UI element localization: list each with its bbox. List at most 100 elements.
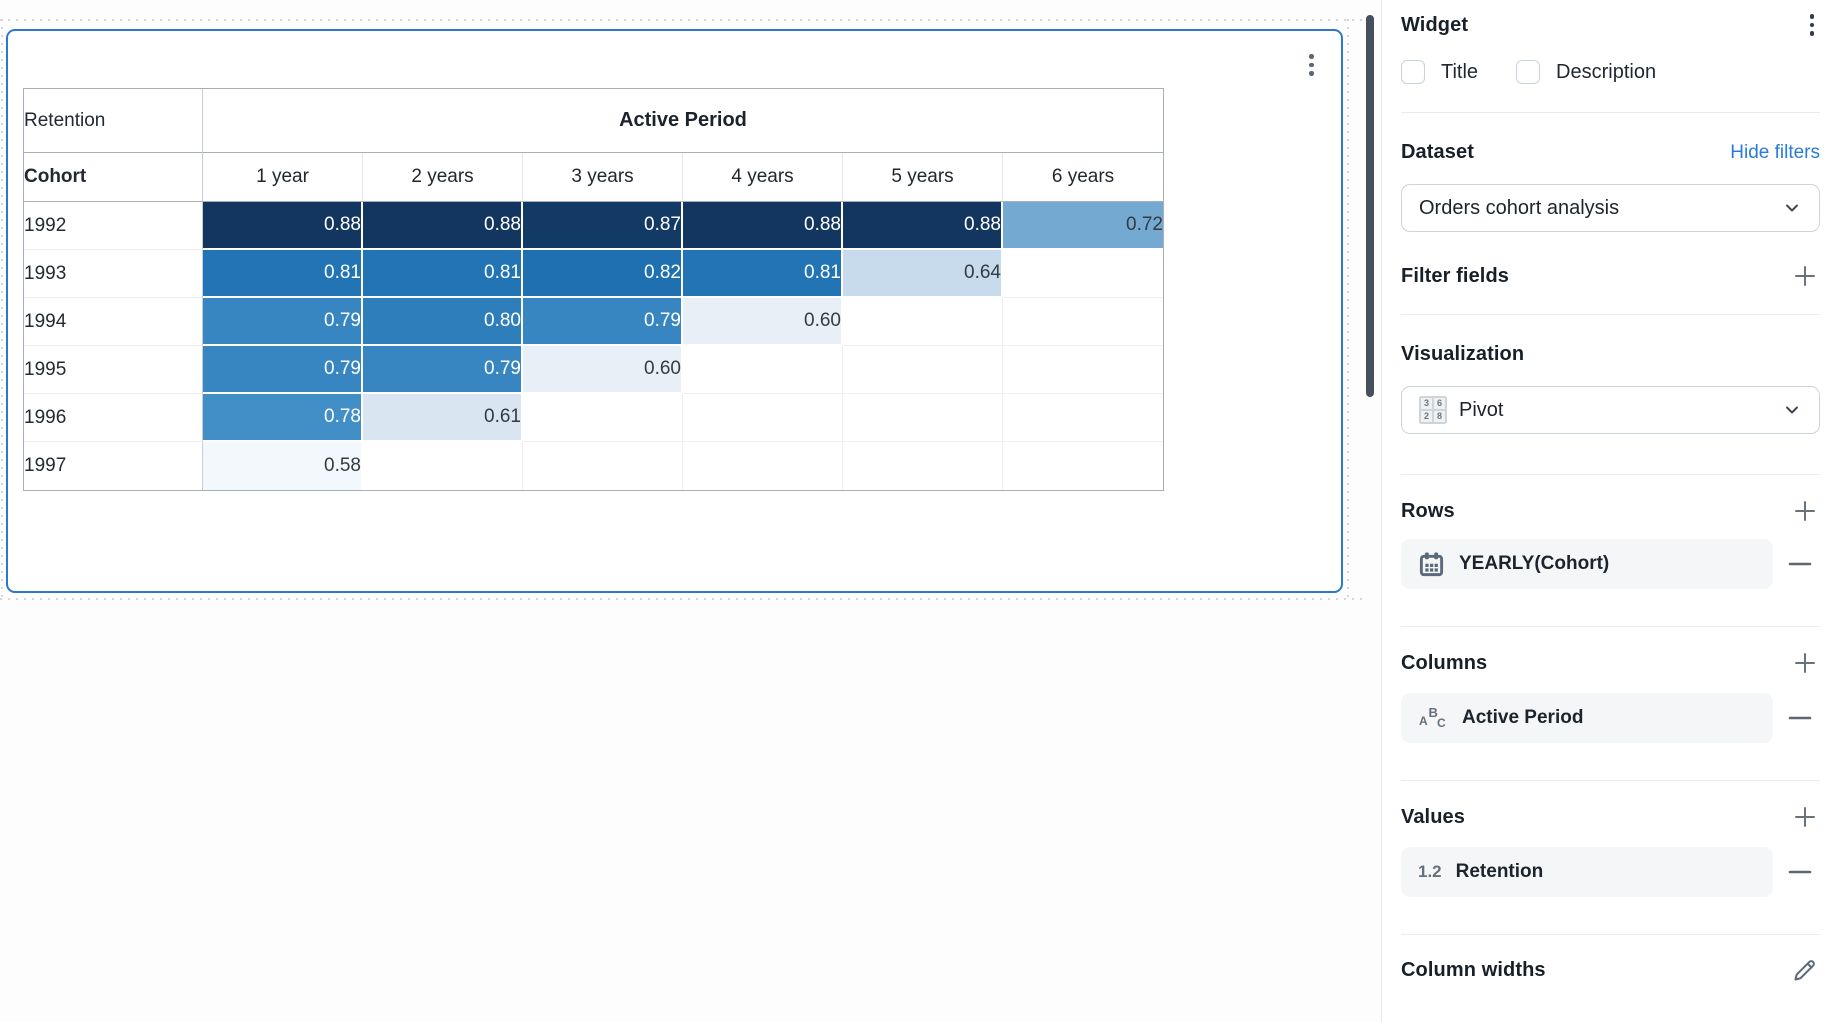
pivot-cell: 0.88	[203, 202, 363, 250]
divider	[1401, 934, 1820, 935]
add-filter-field-button[interactable]	[1792, 263, 1818, 289]
pivot-cell	[523, 394, 683, 442]
pivot-column-header: 2 years	[363, 153, 523, 202]
divider	[1401, 474, 1820, 475]
chevron-down-icon	[1783, 401, 1801, 419]
pivot-cell	[1003, 442, 1163, 490]
calendar-icon	[1419, 552, 1444, 576]
pivot-cell	[843, 346, 1003, 394]
pivot-cell: 0.80	[363, 298, 523, 346]
sidebar-title: Widget	[1401, 13, 1469, 36]
pencil-icon	[1794, 959, 1815, 981]
pivot-cell: 0.64	[843, 250, 1003, 298]
add-value-button[interactable]	[1792, 804, 1818, 830]
pivot-cell	[1003, 394, 1163, 442]
pivot-cell	[683, 442, 843, 490]
description-checkbox[interactable]	[1516, 60, 1541, 84]
minus-icon	[1788, 562, 1812, 566]
pivot-cell: 0.79	[203, 298, 363, 346]
pivot-row-label: 1992	[24, 202, 203, 250]
settings-sidebar: Widget Title Description Dataset Hide fi…	[1381, 0, 1836, 1022]
plus-icon	[1795, 807, 1815, 827]
filter-fields-heading: Filter fields	[1401, 264, 1509, 287]
pivot-cell: 0.61	[363, 394, 523, 442]
pivot-cell: 0.58	[203, 442, 363, 490]
add-column-button[interactable]	[1792, 650, 1818, 676]
pivot-row-label: 1997	[24, 442, 203, 490]
pivot-cell	[523, 442, 683, 490]
pivot-cell: 0.81	[363, 250, 523, 298]
pivot-column-header: 5 years	[843, 153, 1003, 202]
grid-dotted-line	[1, 19, 3, 600]
grid-dotted-line	[0, 19, 1364, 21]
values-field-retention[interactable]: 1.2 Retention	[1401, 847, 1773, 897]
widget-menu-button[interactable]	[1309, 54, 1314, 76]
svg-text:B: B	[1429, 705, 1438, 720]
pivot-cell: 0.82	[523, 250, 683, 298]
pivot-corner-label: Retention	[24, 89, 203, 153]
pivot-column-header: 3 years	[523, 153, 683, 202]
pivot-column-header: 4 years	[683, 153, 843, 202]
canvas-scrollbar[interactable]	[1366, 15, 1374, 397]
dataset-select-value: Orders cohort analysis	[1419, 196, 1620, 219]
number-field-icon: 1.2	[1418, 862, 1442, 881]
pivot-cell	[843, 442, 1003, 490]
pivot-cell: 0.60	[683, 298, 843, 346]
rows-heading: Rows	[1401, 499, 1455, 522]
dataset-select[interactable]: Orders cohort analysis	[1401, 184, 1820, 232]
remove-column-field-button[interactable]	[1788, 706, 1812, 730]
pivot-cell: 0.60	[523, 346, 683, 394]
pivot-row: 1995 0.79 0.79 0.60	[24, 346, 1163, 394]
pivot-cell	[363, 442, 523, 490]
pivot-row: 1996 0.78 0.61	[24, 394, 1163, 442]
plus-icon	[1795, 266, 1815, 286]
pivot-column-header: 6 years	[1003, 153, 1163, 202]
pivot-row-label: 1993	[24, 250, 203, 298]
pivot-row-label: 1995	[24, 346, 203, 394]
dataset-heading: Dataset	[1401, 141, 1474, 163]
svg-text:C: C	[1437, 716, 1446, 730]
sidebar-menu-button[interactable]	[1809, 14, 1814, 36]
pivot-cell	[1003, 346, 1163, 394]
pivot-column-header: 1 year	[203, 153, 363, 202]
title-checkbox-group[interactable]: Title	[1401, 60, 1478, 84]
dashboard-canvas: Retention Active Period Cohort 1 year 2 year…	[0, 15, 1374, 600]
pivot-widget[interactable]: Retention Active Period Cohort 1 year 2 year…	[6, 29, 1343, 593]
pivot-row-label: 1996	[24, 394, 203, 442]
pivot-row-label: 1994	[24, 298, 203, 346]
columns-field-label: Active Period	[1462, 707, 1584, 728]
chevron-down-icon	[1783, 199, 1801, 217]
hide-filters-link[interactable]: Hide filters	[1730, 141, 1820, 163]
title-checkbox[interactable]	[1401, 60, 1425, 84]
pivot-row: 1994 0.79 0.80 0.79 0.60	[24, 298, 1163, 346]
columns-field-active-period[interactable]: A B C Active Period	[1401, 693, 1773, 743]
divider	[1401, 780, 1820, 781]
grid-dotted-line	[1347, 19, 1349, 600]
pivot-row-header: Cohort	[24, 153, 203, 202]
remove-row-field-button[interactable]	[1788, 552, 1812, 576]
description-checkbox-label: Description	[1556, 60, 1657, 83]
pivot-cell: 0.79	[203, 346, 363, 394]
pivot-cell: 0.78	[203, 394, 363, 442]
abc-text-icon: A B C	[1419, 705, 1446, 730]
divider	[1401, 112, 1820, 113]
divider	[1401, 314, 1820, 315]
pivot-cell: 0.81	[683, 250, 843, 298]
plus-icon	[1795, 501, 1815, 521]
pivot-row: 1997 0.58	[24, 442, 1163, 490]
pivot-cell	[1003, 298, 1163, 346]
edit-column-widths-button[interactable]	[1791, 957, 1818, 984]
remove-value-field-button[interactable]	[1788, 860, 1812, 884]
pivot-cell: 0.79	[523, 298, 683, 346]
pivot-cell: 0.88	[363, 202, 523, 250]
pivot-cell	[1003, 250, 1163, 298]
description-checkbox-group[interactable]: Description	[1516, 60, 1656, 84]
pivot-cell	[843, 394, 1003, 442]
pivot-cell	[683, 346, 843, 394]
rows-field-yearly-cohort[interactable]: YEARLY(Cohort)	[1401, 539, 1773, 589]
pivot-row: 1992 0.88 0.88 0.87 0.88 0.88 0.72	[24, 202, 1163, 250]
visualization-select-value: Pivot	[1459, 398, 1504, 421]
add-row-button[interactable]	[1792, 498, 1818, 524]
column-widths-heading: Column widths	[1401, 958, 1546, 981]
